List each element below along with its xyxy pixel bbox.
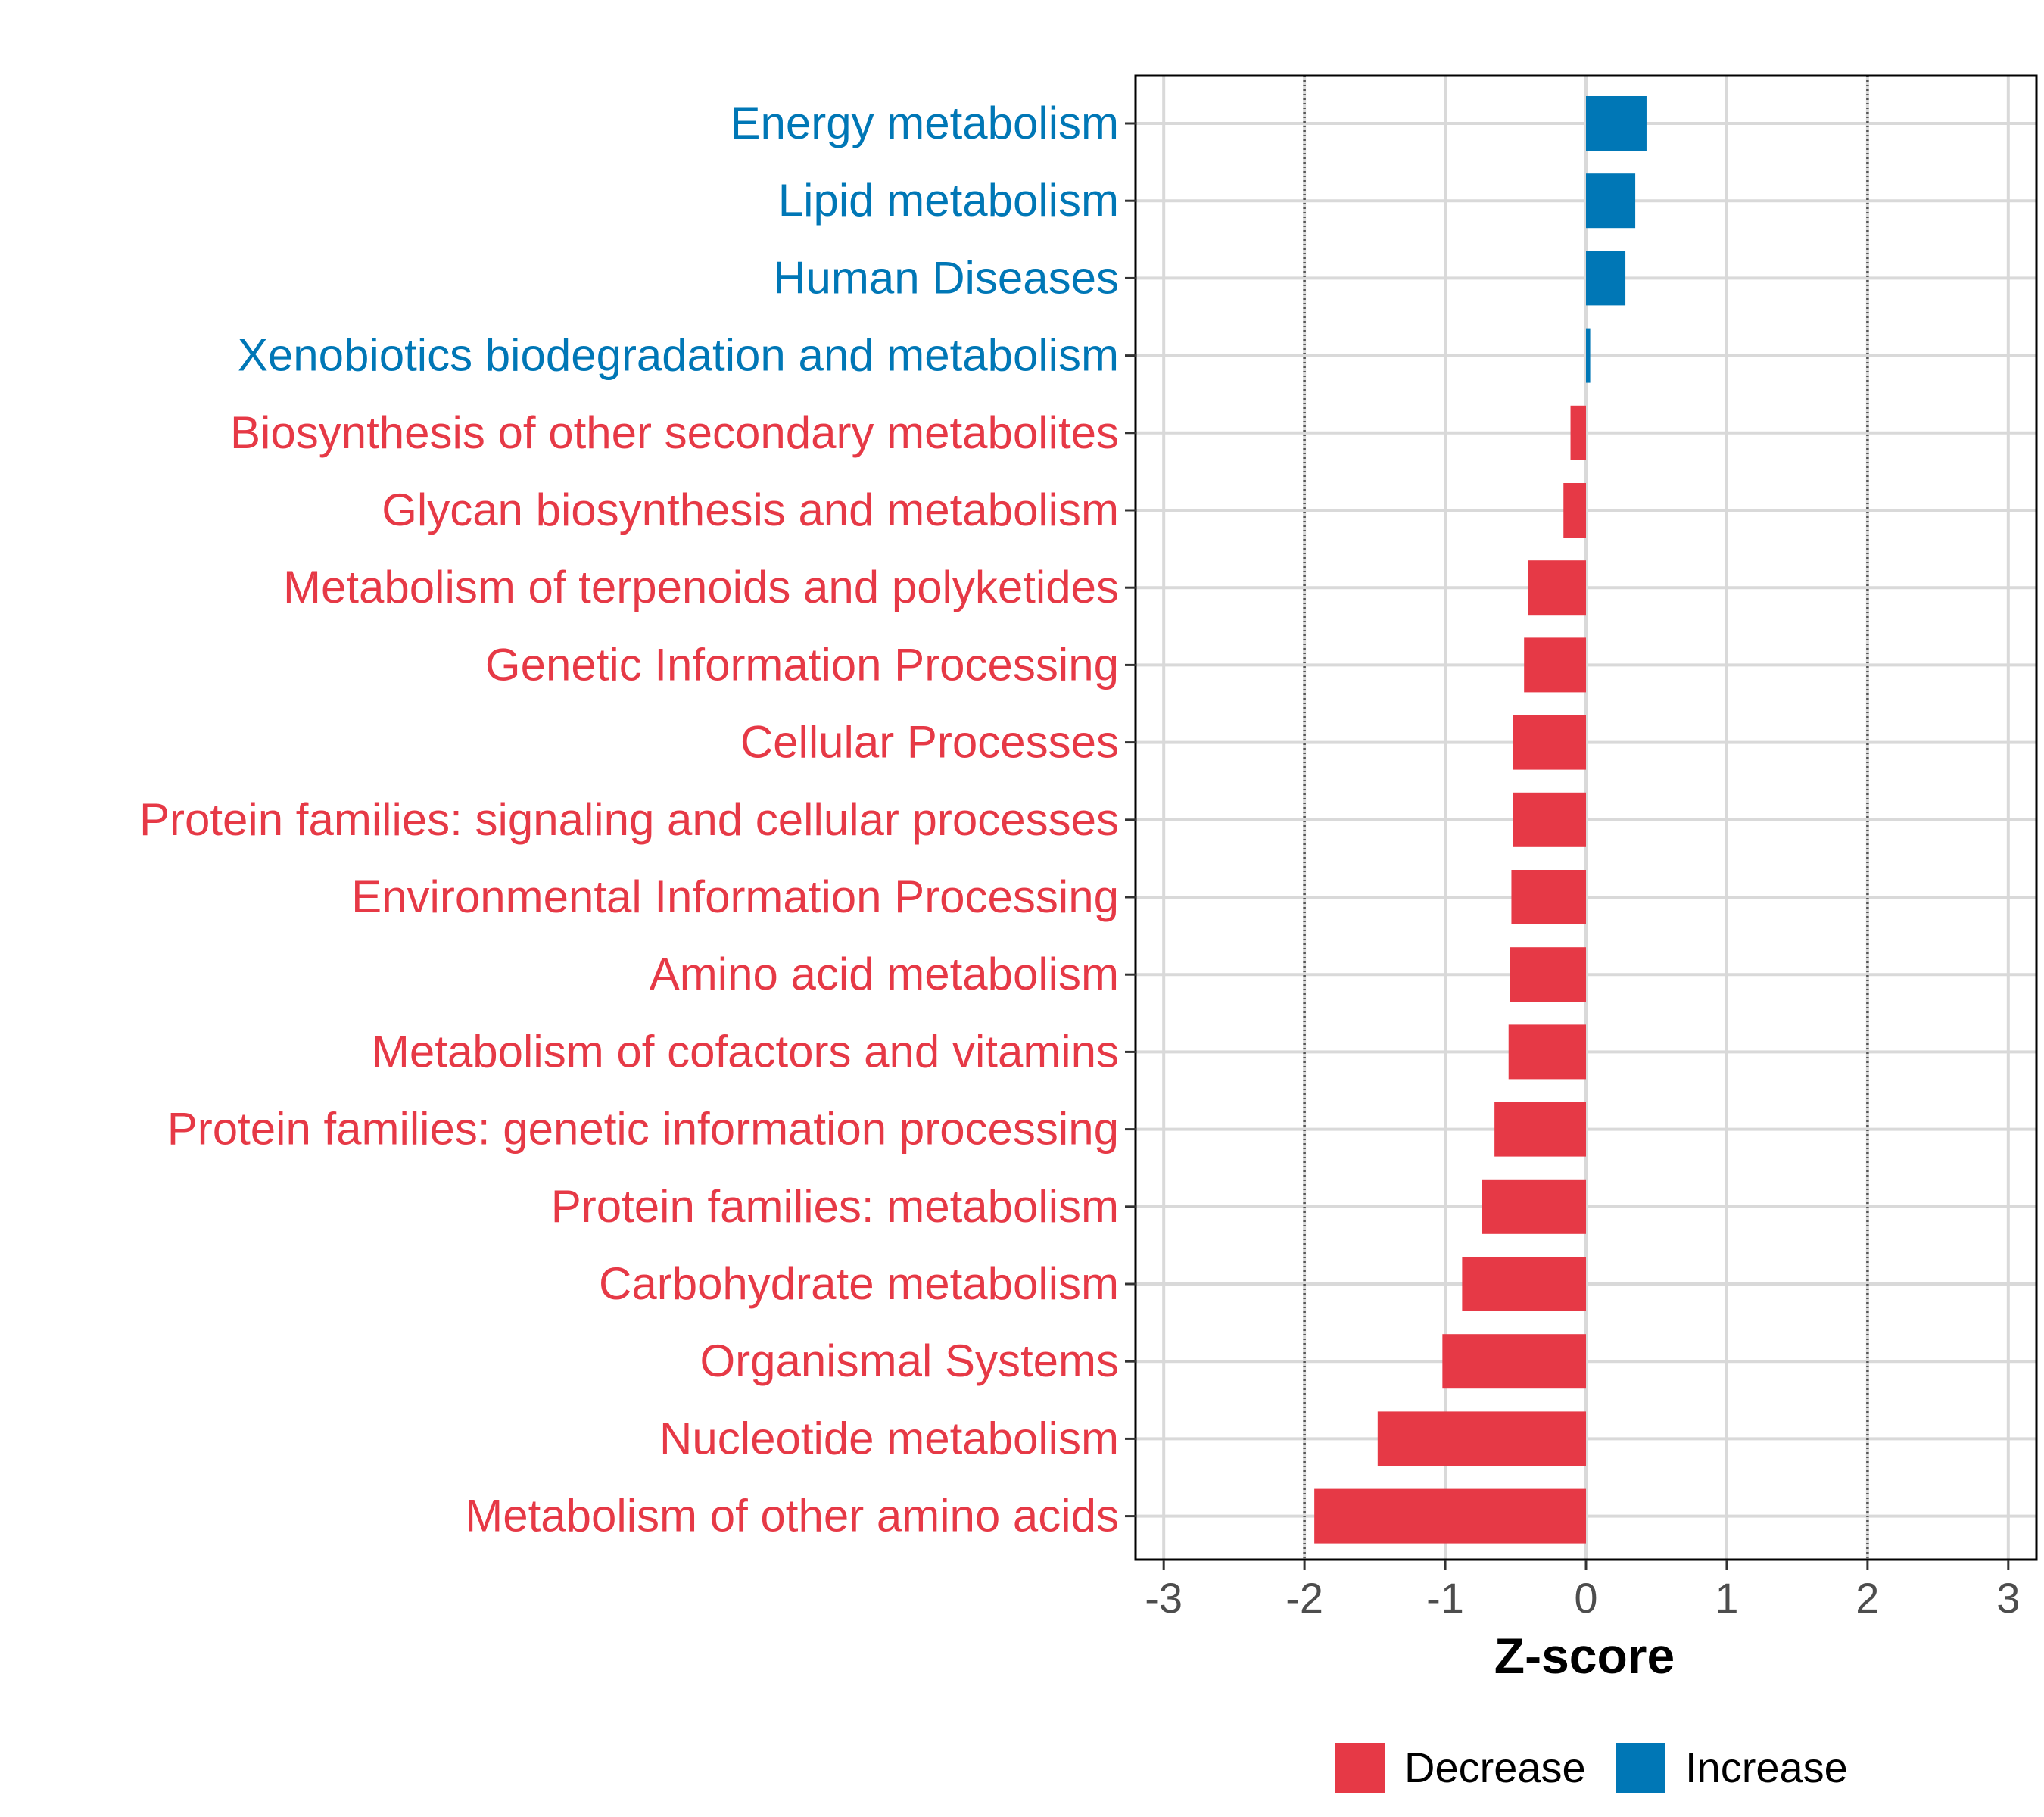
x-tick-label: 3	[1996, 1574, 2020, 1622]
bar	[1563, 483, 1586, 538]
bar	[1494, 1102, 1586, 1157]
bar	[1510, 947, 1586, 1002]
category-label: Environmental Information Processing	[351, 871, 1119, 922]
category-label: Human Diseases	[773, 252, 1119, 303]
category-label: Carbohydrate metabolism	[599, 1258, 1119, 1309]
category-label: Protein families: signaling and cellular…	[139, 794, 1119, 845]
bar	[1586, 96, 1647, 151]
category-label: Protein families: metabolism	[551, 1181, 1119, 1232]
category-label: Nucleotide metabolism	[659, 1413, 1119, 1463]
x-tick-label: -3	[1145, 1574, 1182, 1622]
category-label: Amino acid metabolism	[650, 949, 1119, 999]
category-label: Glycan biosynthesis and metabolism	[382, 485, 1119, 535]
bar	[1586, 173, 1636, 229]
legend-swatch	[1335, 1743, 1385, 1793]
bar	[1570, 405, 1586, 460]
bar	[1314, 1488, 1586, 1544]
legend-label: Decrease	[1404, 1744, 1586, 1791]
x-tick-label: 0	[1574, 1574, 1597, 1622]
category-label: Organismal Systems	[700, 1335, 1119, 1386]
x-axis-title: Z-score	[1494, 1628, 1675, 1684]
bar	[1482, 1179, 1586, 1234]
bar	[1513, 715, 1586, 770]
bar	[1508, 1024, 1586, 1080]
bar	[1528, 560, 1586, 616]
bar	[1586, 328, 1591, 383]
bar	[1511, 870, 1586, 924]
x-tick-label: 1	[1715, 1574, 1738, 1622]
category-label: Metabolism of other amino acids	[465, 1491, 1119, 1541]
y-axis-category-labels: Energy metabolism Lipid metabolism Human D…	[139, 98, 1119, 1541]
category-label: Energy metabolism	[730, 98, 1119, 148]
category-label: Metabolism of terpenoids and polyketides	[283, 562, 1119, 612]
legend: Decrease Increase	[1335, 1743, 1848, 1793]
bar	[1462, 1257, 1586, 1311]
bars	[1314, 96, 1647, 1544]
bar	[1513, 792, 1586, 847]
category-label: Cellular Processes	[740, 717, 1119, 768]
reference-lines	[1303, 76, 1869, 1560]
category-label: Lipid metabolism	[778, 175, 1119, 226]
bar	[1524, 637, 1586, 693]
x-axis-ticks: -3 -2 -1 0 1 2 3	[1145, 1560, 2020, 1622]
x-tick-label: 2	[1855, 1574, 1879, 1622]
legend-swatch	[1616, 1743, 1665, 1793]
category-label: Biosynthesis of other secondary metaboli…	[230, 407, 1119, 458]
bar	[1442, 1334, 1586, 1389]
category-label: Xenobiotics biodegradation and metabolis…	[238, 330, 1119, 381]
bar	[1586, 251, 1626, 306]
bar	[1377, 1411, 1586, 1466]
x-tick-label: -1	[1426, 1574, 1464, 1622]
x-tick-label: -2	[1285, 1574, 1323, 1622]
category-label: Metabolism of cofactors and vitamins	[372, 1026, 1119, 1077]
category-label: Protein families: genetic information pr…	[167, 1104, 1119, 1155]
category-label: Genetic Information Processing	[485, 639, 1119, 690]
y-axis-ticks	[1125, 122, 1136, 1518]
legend-label: Increase	[1685, 1744, 1848, 1791]
